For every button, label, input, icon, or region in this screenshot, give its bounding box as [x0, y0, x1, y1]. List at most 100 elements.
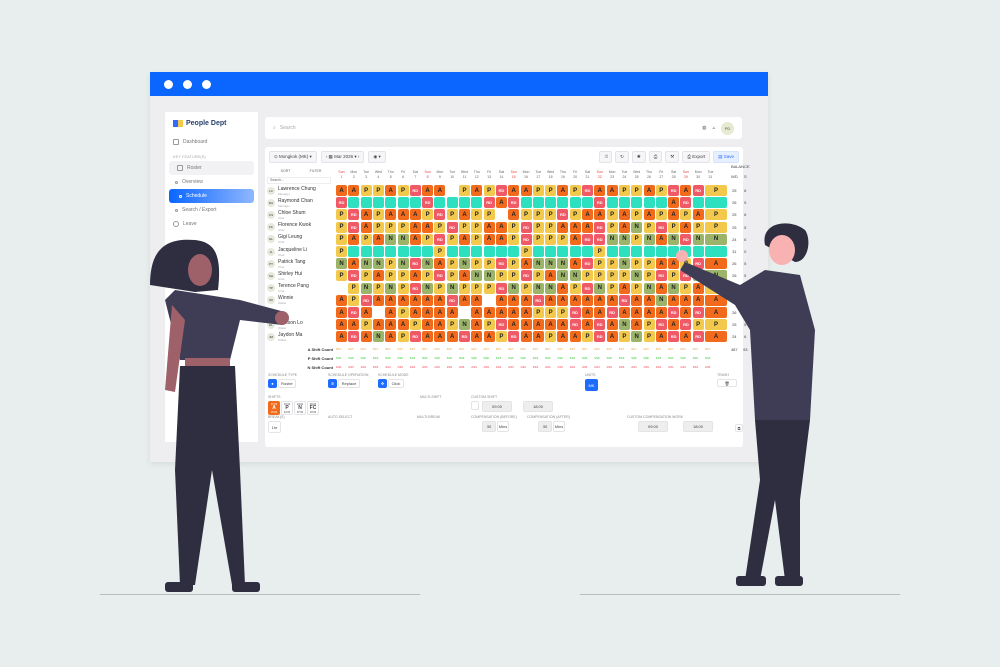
shift-cell[interactable]: RD: [348, 270, 360, 282]
copy-icon[interactable]: ⧉: [735, 424, 743, 432]
shift-cell[interactable]: P: [545, 307, 557, 318]
shift-cell[interactable]: N: [360, 282, 372, 294]
shift-cell[interactable]: [582, 246, 593, 257]
shift-cell[interactable]: [606, 197, 618, 209]
shift-cell[interactable]: N: [385, 282, 397, 294]
shift-cell[interactable]: P: [446, 233, 458, 245]
shift-cell[interactable]: [705, 246, 727, 257]
location-select[interactable]: ⊙ Mongkok (MK) ▾: [269, 151, 317, 163]
shift-cell[interactable]: A: [618, 221, 630, 233]
shift-cell[interactable]: A: [618, 209, 630, 221]
shift-cell[interactable]: A: [336, 294, 347, 306]
shift-cell[interactable]: RD: [520, 233, 532, 245]
shift-cell[interactable]: A: [557, 294, 569, 306]
shift-cell[interactable]: RD: [582, 282, 593, 294]
shift-cell[interactable]: N: [545, 258, 557, 270]
shift-cell[interactable]: A: [434, 319, 446, 331]
shift-cell[interactable]: A: [348, 233, 360, 245]
shift-cell[interactable]: P: [692, 221, 704, 233]
shift-cell[interactable]: P: [569, 209, 581, 221]
shift-cell[interactable]: [569, 197, 581, 209]
staff-name-cell[interactable]: FK Florence Kwok Chef: [267, 222, 311, 233]
shift-cell[interactable]: P: [545, 185, 557, 196]
shift-cell[interactable]: P: [631, 258, 643, 270]
shift-cell[interactable]: RD: [680, 233, 692, 245]
shift-cell[interactable]: A: [360, 307, 372, 318]
shift-cell[interactable]: RD: [348, 331, 360, 343]
shift-cell[interactable]: [618, 246, 630, 257]
shift-cell[interactable]: P: [705, 209, 727, 221]
shift-cell[interactable]: RD: [409, 185, 421, 196]
shift-cell[interactable]: P: [385, 270, 397, 282]
shift-cell[interactable]: P: [668, 221, 680, 233]
shift-cell[interactable]: N: [459, 319, 470, 331]
shift-cell[interactable]: [582, 197, 593, 209]
shift-cell[interactable]: A: [557, 282, 569, 294]
shift-cell[interactable]: RD: [409, 331, 421, 343]
shift-cell[interactable]: P: [582, 331, 593, 343]
shift-cell[interactable]: P: [643, 331, 655, 343]
shift-cell[interactable]: RD: [594, 331, 606, 343]
shift-cell[interactable]: A: [360, 209, 372, 221]
shift-cell[interactable]: P: [446, 270, 458, 282]
shift-cell[interactable]: A: [372, 233, 384, 245]
staff-name-cell[interactable]: GL Gigi Leung Chef: [267, 234, 302, 245]
shift-cell[interactable]: P: [397, 282, 409, 294]
shift-cell[interactable]: [520, 197, 532, 209]
shift-cell[interactable]: [692, 246, 704, 257]
shift-cell[interactable]: RD: [495, 258, 507, 270]
shift-cell[interactable]: RD: [655, 221, 667, 233]
sidebar-item-search-export[interactable]: Search / Export: [165, 203, 258, 217]
shift-cell[interactable]: P: [495, 331, 507, 343]
shift-cell[interactable]: RD: [582, 185, 593, 196]
filter-button[interactable]: FILTER: [309, 169, 322, 173]
shift-cell[interactable]: A: [409, 270, 421, 282]
shift-cell[interactable]: P: [483, 282, 495, 294]
shift-cell[interactable]: P: [680, 282, 692, 294]
shift-cell[interactable]: A: [336, 307, 347, 318]
shift-cell[interactable]: A: [606, 331, 618, 343]
shift-cell[interactable]: A: [705, 294, 727, 306]
shift-cell[interactable]: A: [643, 209, 655, 221]
shift-cell[interactable]: [446, 246, 458, 257]
shift-cell[interactable]: RD: [495, 282, 507, 294]
staff-name-cell[interactable]: RA Raymond Chan Manager: [267, 197, 313, 208]
shift-cell[interactable]: A: [655, 233, 667, 245]
shift-cell[interactable]: RD: [495, 319, 507, 331]
shift-cell[interactable]: N: [397, 258, 409, 270]
shift-cell[interactable]: RD: [680, 197, 692, 209]
shift-cell[interactable]: P: [532, 270, 544, 282]
shift-cell[interactable]: [385, 246, 397, 257]
shift-cell[interactable]: A: [434, 185, 446, 196]
shift-cell[interactable]: P: [459, 282, 470, 294]
shift-cell[interactable]: [606, 246, 618, 257]
shift-cell[interactable]: N: [631, 221, 643, 233]
shift-cell[interactable]: [446, 197, 458, 209]
shift-cell[interactable]: P: [508, 258, 520, 270]
shift-cell[interactable]: A: [557, 331, 569, 343]
shift-cell[interactable]: P: [532, 307, 544, 318]
sidebar-item-overview[interactable]: Overview: [165, 175, 258, 189]
shift-cell[interactable]: A: [409, 294, 421, 306]
shift-cell[interactable]: A: [471, 185, 483, 196]
shift-cell[interactable]: N: [705, 233, 727, 245]
shift-cell[interactable]: [397, 246, 409, 257]
shift-cell[interactable]: [471, 246, 483, 257]
shift-cell[interactable]: P: [594, 270, 606, 282]
shift-cell[interactable]: A: [508, 294, 520, 306]
shift-cell[interactable]: [459, 197, 470, 209]
shift-cell[interactable]: P: [422, 233, 434, 245]
staff-name-cell[interactable]: SH Shirley Hui Chef: [267, 270, 302, 281]
shift-cell[interactable]: A: [618, 307, 630, 318]
shift-cell[interactable]: A: [582, 221, 593, 233]
shift-cell[interactable]: N: [643, 233, 655, 245]
shift-cell[interactable]: [643, 246, 655, 257]
shift-cell[interactable]: A: [459, 294, 470, 306]
shift-cell[interactable]: A: [483, 331, 495, 343]
shift-cell[interactable]: [692, 197, 704, 209]
shift-cell[interactable]: A: [569, 331, 581, 343]
shift-cell[interactable]: A: [520, 307, 532, 318]
shift-cell[interactable]: P: [409, 319, 421, 331]
shift-cell[interactable]: RD: [655, 270, 667, 282]
shift-cell[interactable]: A: [520, 258, 532, 270]
